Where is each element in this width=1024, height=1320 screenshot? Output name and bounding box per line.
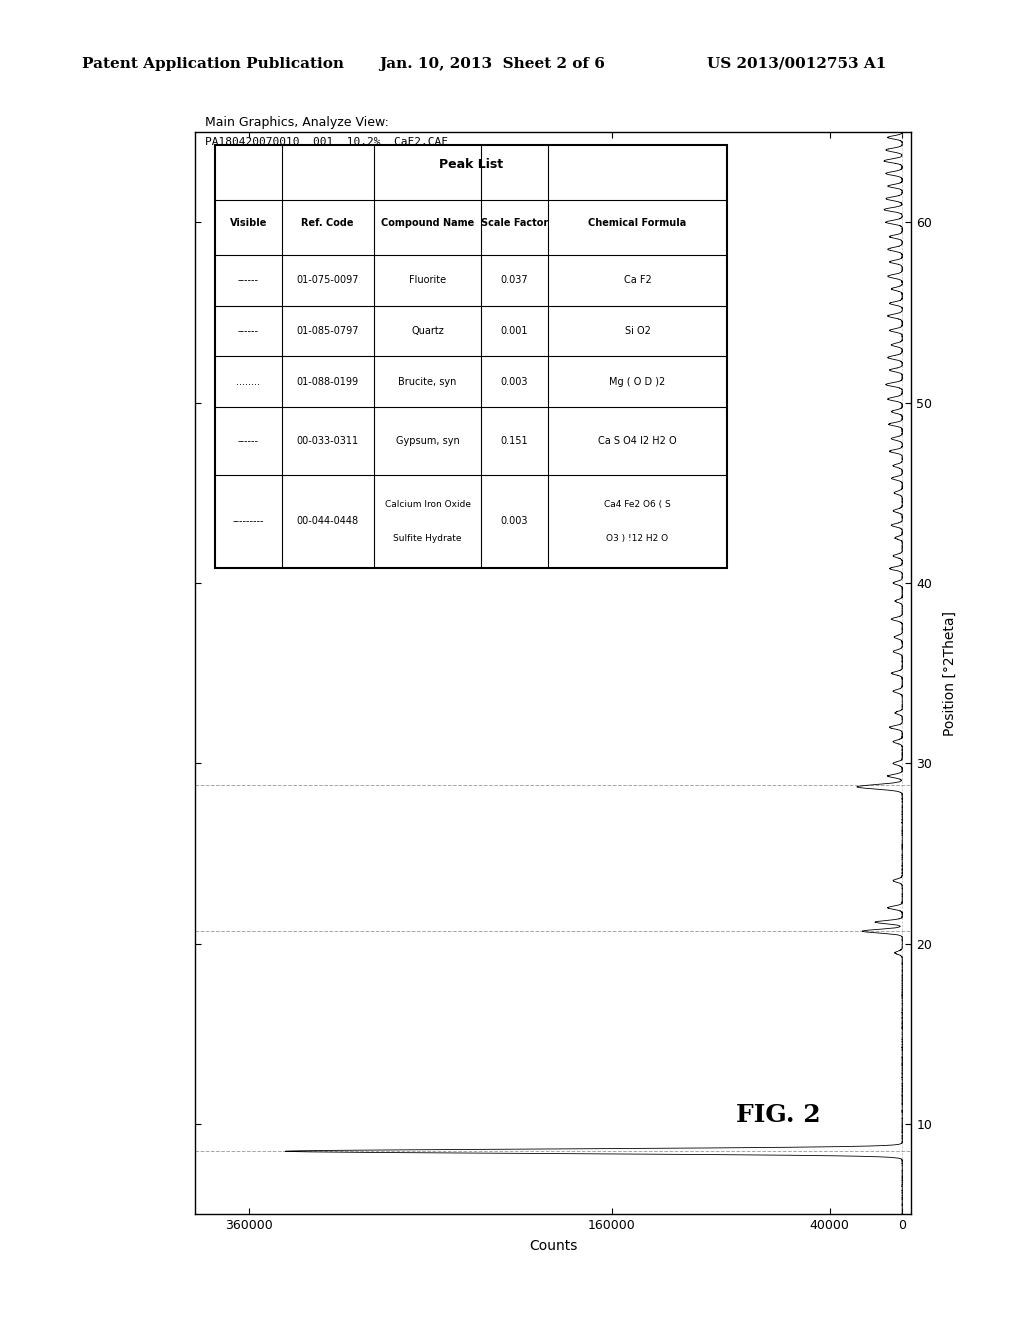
Text: 0.037: 0.037 — [501, 276, 528, 285]
Text: Mg ( O D )2: Mg ( O D )2 — [609, 376, 666, 387]
Text: ------: ------ — [238, 436, 259, 446]
Text: 0.003: 0.003 — [501, 376, 528, 387]
Text: US 2013/0012753 A1: US 2013/0012753 A1 — [707, 57, 886, 71]
Text: PA180420070010  001  10.2%  CaF2.CAF: PA180420070010 001 10.2% CaF2.CAF — [205, 137, 447, 148]
Text: Sulfite Hydrate: Sulfite Hydrate — [393, 533, 462, 543]
Text: Gypsum, syn: Gypsum, syn — [395, 436, 460, 446]
Text: Brucite, syn: Brucite, syn — [398, 376, 457, 387]
Text: 00-044-0448: 00-044-0448 — [297, 516, 358, 527]
Text: Main Graphics, Analyze View:: Main Graphics, Analyze View: — [205, 116, 389, 129]
Text: 00-033-0311: 00-033-0311 — [297, 436, 358, 446]
Text: Calcium Iron Oxide: Calcium Iron Oxide — [385, 500, 470, 508]
Text: 0.001: 0.001 — [501, 326, 528, 337]
Text: 01-085-0797: 01-085-0797 — [296, 326, 359, 337]
Text: Peak List: Peak List — [439, 158, 503, 170]
Text: ------: ------ — [238, 276, 259, 285]
Text: 0.003: 0.003 — [501, 516, 528, 527]
Text: Ca S O4 I2 H2 O: Ca S O4 I2 H2 O — [598, 436, 677, 446]
Text: Ref. Code: Ref. Code — [301, 218, 354, 228]
X-axis label: Counts: Counts — [528, 1239, 578, 1253]
Y-axis label: Position [°2Theta]: Position [°2Theta] — [943, 611, 957, 735]
Text: FIG. 2: FIG. 2 — [736, 1104, 820, 1127]
Text: ........: ........ — [237, 376, 260, 387]
Text: Visible: Visible — [229, 218, 267, 228]
Text: Compound Name: Compound Name — [381, 218, 474, 228]
Text: Si O2: Si O2 — [625, 326, 650, 337]
Text: ------: ------ — [238, 326, 259, 337]
Text: Chemical Formula: Chemical Formula — [589, 218, 686, 228]
Text: 0.151: 0.151 — [501, 436, 528, 446]
Text: Scale Factor: Scale Factor — [481, 218, 548, 228]
Text: Ca4 Fe2 O6 ( S: Ca4 Fe2 O6 ( S — [604, 500, 671, 508]
Text: O3 ) !12 H2 O: O3 ) !12 H2 O — [606, 533, 669, 543]
Text: 01-075-0097: 01-075-0097 — [296, 276, 359, 285]
Text: ---------: --------- — [232, 516, 264, 527]
Text: Jan. 10, 2013  Sheet 2 of 6: Jan. 10, 2013 Sheet 2 of 6 — [379, 57, 605, 71]
Text: Fluorite: Fluorite — [409, 276, 446, 285]
Text: Ca F2: Ca F2 — [624, 276, 651, 285]
Text: Quartz: Quartz — [412, 326, 443, 337]
Text: Patent Application Publication: Patent Application Publication — [82, 57, 344, 71]
Text: 01-088-0199: 01-088-0199 — [297, 376, 358, 387]
